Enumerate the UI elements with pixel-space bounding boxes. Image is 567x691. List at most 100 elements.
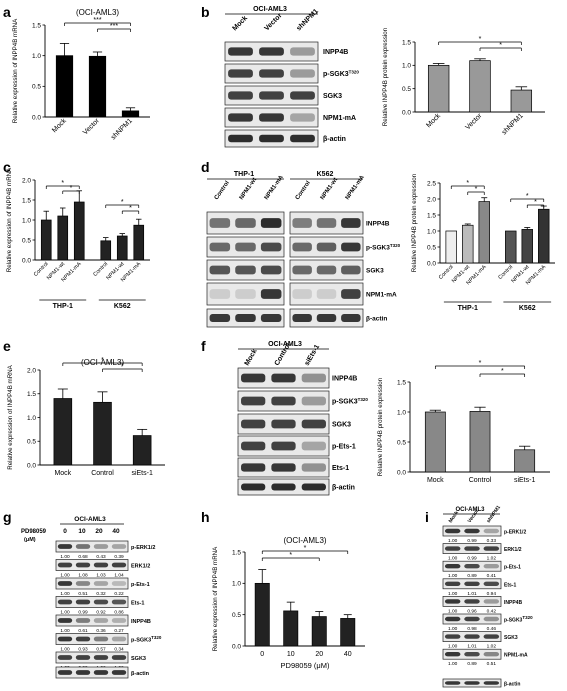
blot-band xyxy=(260,242,282,252)
quant-value: 0.99 xyxy=(467,556,477,562)
y-tick-label: 1.5 xyxy=(427,212,436,219)
blot-strip xyxy=(55,633,129,645)
blot-band xyxy=(464,546,480,551)
blot-band xyxy=(209,265,231,275)
y-tick-label: 1.0 xyxy=(32,53,41,60)
y-axis-label: Relative expression of INPP4B mRNA xyxy=(7,364,14,469)
blot-band xyxy=(209,218,231,228)
protein-label: Ets-1 xyxy=(504,582,516,588)
blot-band xyxy=(316,265,337,275)
blot-band xyxy=(209,314,231,322)
blot-band xyxy=(444,634,461,639)
bar xyxy=(121,110,140,118)
bar xyxy=(510,89,533,113)
blot-band xyxy=(57,544,73,549)
dose-label: 20 xyxy=(95,528,103,535)
blot-band xyxy=(241,483,266,491)
protein-label: INPP4B xyxy=(366,221,390,228)
quant-value: 1.00 xyxy=(60,554,70,560)
blot-band xyxy=(341,314,361,322)
y-tick-label: 0.0 xyxy=(232,643,241,650)
blot-band xyxy=(260,314,282,322)
blot-band xyxy=(271,441,296,451)
chart-title: (OCI-AML3) xyxy=(81,358,124,367)
blot-band xyxy=(464,564,480,569)
blot-band xyxy=(483,652,500,657)
lane-label: NPM1-mA xyxy=(264,174,286,201)
bar xyxy=(116,235,128,261)
sig-marker: * xyxy=(479,360,482,367)
protein-label: NPM1-mA xyxy=(504,653,528,659)
blot-band xyxy=(483,528,500,534)
sig-marker: * xyxy=(304,545,307,552)
quant-value: 1.03 xyxy=(96,573,106,579)
quant-value: 0.41 xyxy=(487,573,497,579)
protein-label: p-ERK1/2 xyxy=(504,530,526,536)
blot-band xyxy=(292,218,312,228)
blot-band xyxy=(75,655,91,660)
quant-value: 0.86 xyxy=(114,610,124,616)
blot-band xyxy=(260,265,282,275)
y-axis-label: Relative expression of INPP4B mRNA xyxy=(212,546,219,651)
y-tick-label: 1.5 xyxy=(27,391,36,398)
blot-band xyxy=(290,134,315,143)
blot-band xyxy=(259,134,284,143)
y-tick-label: 1.0 xyxy=(232,581,241,588)
bar xyxy=(521,229,533,264)
bar xyxy=(55,55,74,118)
quant-value: 1.00 xyxy=(448,626,458,632)
quant-value: 0.61 xyxy=(78,628,88,634)
blot-band xyxy=(271,463,296,472)
blot-band xyxy=(260,289,282,299)
quant-value: 1.04 xyxy=(114,573,124,579)
x-tick-label: siEts-1 xyxy=(514,477,536,484)
blot-band xyxy=(464,634,480,639)
quant-value: 0.89 xyxy=(467,661,477,667)
blot-band xyxy=(260,218,282,228)
protein-label: NPM1-mA xyxy=(323,115,356,122)
panel-letter: e xyxy=(3,338,11,354)
y-tick-label: 1.0 xyxy=(402,63,411,70)
blot-band xyxy=(301,396,326,406)
bar xyxy=(445,230,457,264)
blot-band xyxy=(57,618,73,623)
sig-marker: * xyxy=(61,180,64,187)
y-tick-label: 1.5 xyxy=(232,549,241,556)
quant-value: 0.51 xyxy=(487,661,497,667)
blot-band xyxy=(228,47,253,56)
blot-band xyxy=(228,134,253,143)
blot-band xyxy=(301,419,326,429)
blot-band xyxy=(111,636,127,642)
blot-band xyxy=(209,242,231,252)
bar xyxy=(340,618,356,647)
sig-marker: * xyxy=(501,368,504,375)
blot-band xyxy=(259,69,284,78)
x-tick-label: Mock xyxy=(427,477,444,484)
protein-label: INPP4B xyxy=(332,376,357,383)
sig-marker: * xyxy=(534,199,537,206)
blot-band xyxy=(111,670,127,675)
bar xyxy=(538,208,550,264)
x-tick-label: Mock xyxy=(51,117,68,134)
blot-band xyxy=(444,564,461,569)
x-tick-label: Control xyxy=(469,477,492,484)
y-tick-label: 1.0 xyxy=(427,228,436,235)
blot-band xyxy=(228,69,253,78)
group-label: K562 xyxy=(114,303,131,310)
blot-band xyxy=(111,618,127,623)
blot-band xyxy=(292,242,312,252)
sig-marker: * xyxy=(526,193,529,200)
quant-value: 0.94 xyxy=(487,591,497,597)
protein-label: β-actin xyxy=(323,136,346,143)
blot-band xyxy=(483,599,500,604)
blot-band xyxy=(464,581,480,586)
blot-band xyxy=(444,652,461,657)
quant-value: 1.02 xyxy=(487,644,497,650)
cell-line-label: OCI-AML3 xyxy=(456,507,486,513)
y-tick-label: 2.0 xyxy=(27,367,36,374)
bar xyxy=(514,449,536,473)
protein-label: p-Ets-1 xyxy=(131,582,150,588)
x-tick-label: 40 xyxy=(344,651,352,658)
quant-value: 0.33 xyxy=(487,538,497,544)
